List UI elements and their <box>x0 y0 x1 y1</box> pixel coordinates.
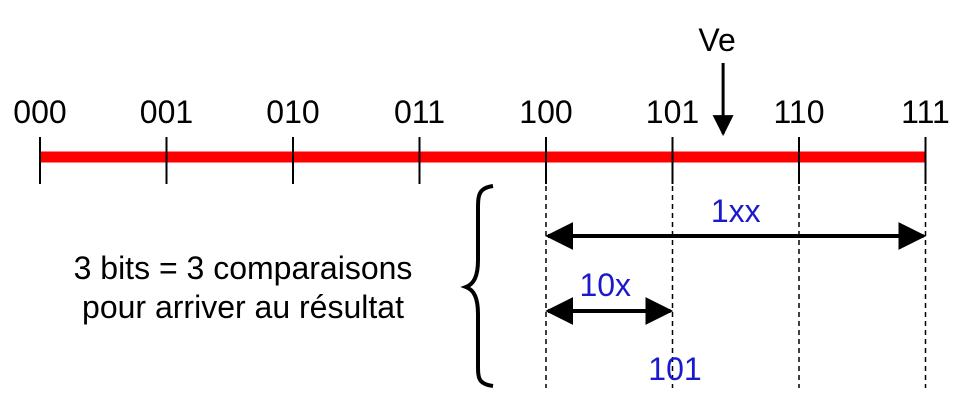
scale-ticks <box>39 137 927 184</box>
scale-code-label: 100 <box>519 94 572 130</box>
range-label: 1xx <box>711 193 761 229</box>
scale-code-label: 110 <box>773 94 824 130</box>
scale-code-label: 001 <box>140 94 193 130</box>
result-code-label: 101 <box>648 351 701 387</box>
scale-code-label: 111 <box>901 94 950 130</box>
scale-code-label: 011 <box>394 94 445 130</box>
curly-brace <box>460 184 494 388</box>
range-arrows: 1xx 10x <box>545 193 927 325</box>
scale-code-label: 101 <box>646 94 699 130</box>
scale-tick-labels: 000 001 010 011 100 101 110 111 <box>13 94 950 130</box>
input-voltage-label: Ve <box>698 22 735 58</box>
dashed-guide-lines <box>545 186 927 388</box>
note-line-1: 3 bits = 3 comparaisons <box>74 250 413 286</box>
note-line-2: pour arriver au résultat <box>82 289 404 325</box>
scale-code-label: 010 <box>266 94 319 130</box>
scale-code-label: 000 <box>13 94 66 130</box>
range-label: 10x <box>579 267 631 303</box>
